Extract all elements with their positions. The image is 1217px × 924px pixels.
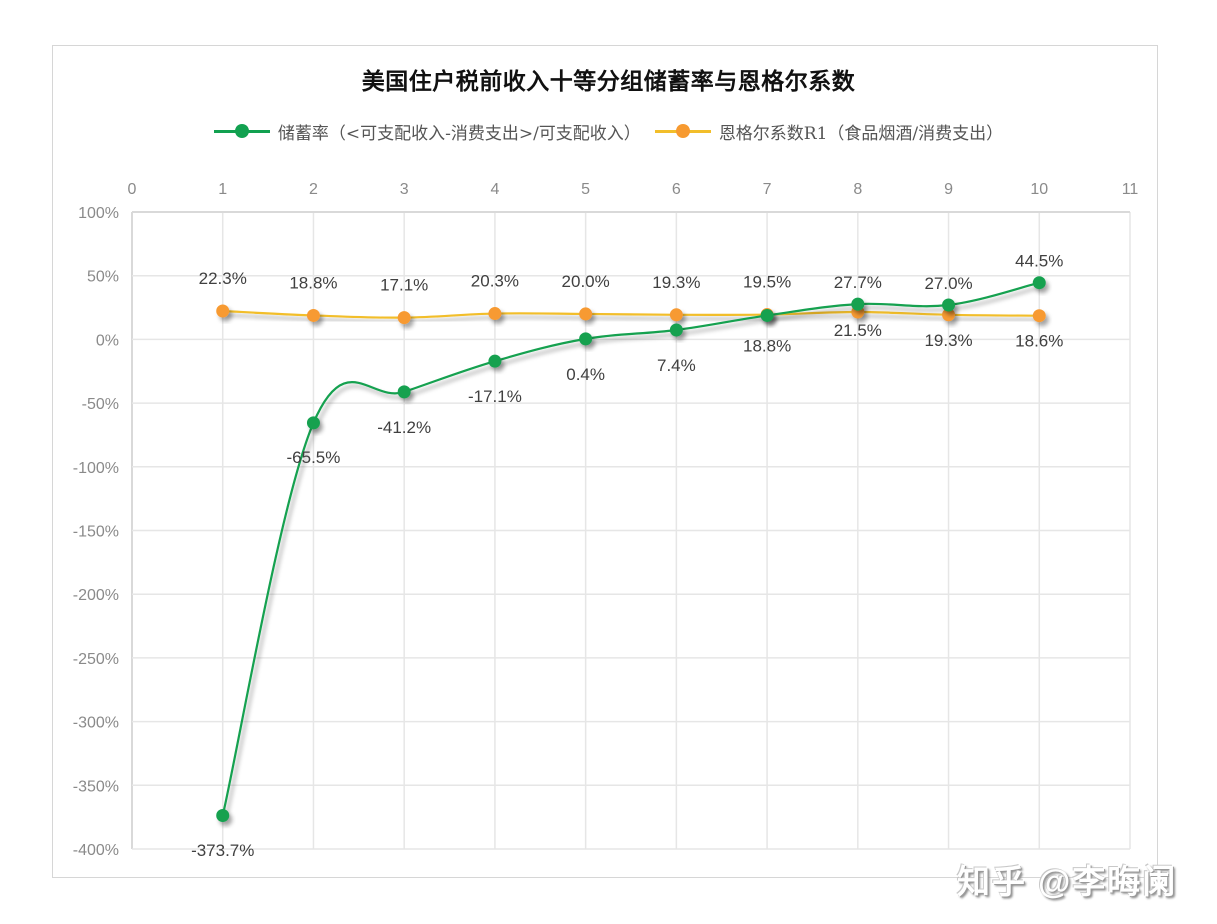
data-label: 19.3%	[652, 273, 700, 292]
chart-frame	[52, 45, 1158, 878]
y-tick-label: -300%	[73, 715, 119, 732]
data-point-marker	[851, 297, 865, 311]
data-label: 22.3%	[199, 269, 247, 288]
data-label: 17.1%	[380, 276, 428, 295]
data-point-marker	[760, 308, 774, 322]
data-labels: -373.7% -65.5% -41.2% -17.1% 0.4% 7.4% 18.8% 27…	[191, 252, 1063, 860]
data-label: 20.0%	[562, 272, 610, 291]
legend-item-savings-rate[interactable]: 储蓄率（<可支配收入-消费支出>/可支配收入）	[213, 119, 641, 144]
data-label: -65.5%	[287, 448, 341, 467]
data-point-marker	[306, 416, 320, 430]
data-label: -41.2%	[377, 418, 431, 437]
data-point-marker	[1032, 276, 1046, 290]
series-line	[222, 309, 1040, 319]
data-label: 19.3%	[924, 331, 972, 350]
data-label: -17.1%	[468, 387, 522, 406]
data-point-marker	[216, 808, 230, 822]
y-tick-label: -200%	[73, 587, 119, 604]
x-axis-tick-labels: 0 1 2 3 4 5 6 7 8 9 10 11	[128, 181, 1139, 198]
chart-legend: 储蓄率（<可支配收入-消费支出>/可支配收入） 恩格尔系数R1（食品烟酒/消费支…	[0, 118, 1217, 144]
x-tick-label: 9	[944, 181, 953, 198]
data-label: 27.0%	[924, 274, 972, 293]
y-tick-label: -250%	[73, 651, 119, 668]
series-engel-coefficient	[216, 304, 1046, 325]
data-label: 44.5%	[1015, 252, 1063, 271]
x-tick-label: 1	[218, 181, 227, 198]
legend-label-savings-rate: 储蓄率（<可支配收入-消费支出>/可支配收入）	[277, 123, 641, 144]
y-axis-tick-labels: 100% 50% 0% -50% -100% -150% -200% -250% -300% -3…	[73, 205, 119, 859]
chart-title: 美国住户税前收入十等分组储蓄率与恩格尔系数	[361, 68, 856, 94]
y-tick-label: -400%	[73, 842, 119, 859]
data-point-marker	[669, 308, 683, 322]
orange-line-marker-icon	[654, 124, 711, 138]
data-label: -373.7%	[191, 841, 254, 860]
data-point-marker	[216, 304, 230, 318]
data-point-marker	[1032, 309, 1046, 323]
y-tick-label: -150%	[73, 524, 119, 541]
data-series	[216, 276, 1046, 822]
x-tick-label: 11	[1122, 181, 1139, 198]
data-label: 20.3%	[471, 272, 519, 291]
data-point-marker	[942, 298, 956, 312]
data-point-marker	[397, 385, 411, 399]
data-label: 21.5%	[834, 321, 882, 340]
data-point-marker	[306, 308, 320, 322]
x-tick-label: 2	[309, 181, 318, 198]
data-label: 18.6%	[1015, 332, 1063, 351]
x-tick-label: 0	[128, 181, 137, 198]
data-label: 18.8%	[289, 273, 337, 292]
data-label: 19.5%	[743, 273, 791, 292]
data-point-marker	[488, 354, 502, 368]
x-tick-label: 10	[1030, 181, 1048, 198]
data-point-marker	[488, 307, 502, 321]
watermark-text: 知乎 @李晦阑	[957, 863, 1178, 900]
x-tick-label: 6	[672, 181, 681, 198]
y-tick-label: 100%	[78, 205, 119, 222]
y-tick-label: 50%	[87, 269, 119, 286]
data-label: 7.4%	[657, 356, 696, 375]
x-tick-label: 7	[763, 181, 772, 198]
series-line	[221, 281, 1040, 816]
x-tick-label: 4	[490, 181, 499, 198]
y-tick-label: 0%	[96, 332, 119, 349]
legend-label-engel-coefficient: 恩格尔系数R1（食品烟酒/消费支出）	[718, 123, 1004, 144]
data-label: 27.7%	[834, 273, 882, 292]
data-point-marker	[669, 323, 683, 337]
data-label: 0.4%	[566, 365, 605, 384]
data-point-marker	[579, 307, 593, 321]
green-line-marker-icon	[213, 124, 270, 138]
data-point-marker	[942, 308, 956, 322]
data-point-marker	[397, 311, 411, 325]
y-tick-label: -50%	[82, 396, 119, 413]
y-tick-label: -100%	[73, 460, 119, 477]
x-tick-label: 5	[581, 181, 590, 198]
series-savings-rate	[216, 276, 1046, 822]
legend-item-engel-coefficient[interactable]: 恩格尔系数R1（食品烟酒/消费支出）	[654, 119, 1004, 144]
data-point-marker	[579, 332, 593, 346]
x-tick-label: 8	[853, 181, 862, 198]
data-label: 18.8%	[743, 336, 791, 355]
y-tick-label: -350%	[73, 778, 119, 795]
x-tick-label: 3	[400, 181, 409, 198]
